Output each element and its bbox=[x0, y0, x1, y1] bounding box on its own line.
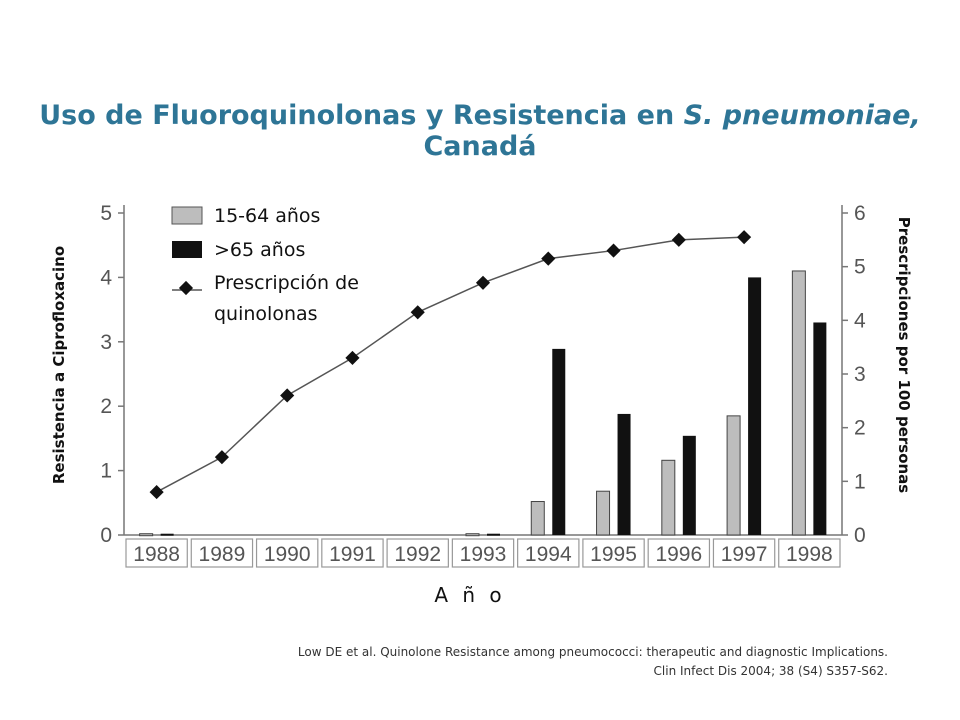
x-tick-label: 1998 bbox=[786, 543, 833, 566]
citation: Low DE et al. Quinolone Resistance among… bbox=[298, 643, 888, 681]
right-tick-label: 3 bbox=[854, 363, 866, 386]
x-tick-box bbox=[125, 538, 188, 568]
prescription-point bbox=[671, 232, 686, 247]
x-tick-label: 1996 bbox=[655, 543, 702, 566]
x-tick-label: 1995 bbox=[590, 543, 637, 566]
x-tick-label: 1993 bbox=[460, 543, 507, 566]
legend: 15-64 años >65 años Prescripción de quin… bbox=[171, 205, 359, 325]
bar-15-64 bbox=[530, 501, 545, 536]
legend-label-prescription-2: quinolonas bbox=[214, 303, 318, 325]
x-tick-box bbox=[517, 538, 580, 568]
slide-title: Uso de Fluoroquinolonas y Resistencia en… bbox=[0, 100, 960, 162]
prescription-point bbox=[149, 484, 164, 500]
bar-65 bbox=[160, 533, 174, 536]
x-tick-label: 1988 bbox=[133, 543, 180, 566]
bar-65 bbox=[552, 348, 566, 535]
legend-diamond-marker bbox=[178, 280, 194, 296]
legend-swatch-15-64 bbox=[171, 206, 203, 225]
x-tick-box bbox=[255, 538, 319, 568]
legend-label-prescription-1: Prescripción de bbox=[214, 272, 359, 294]
x-tick-label: 1989 bbox=[199, 543, 246, 566]
x-tick-label: 1992 bbox=[394, 543, 441, 566]
x-tick-box bbox=[582, 538, 645, 568]
prescription-point bbox=[606, 243, 621, 258]
title-main: Uso de Fluoroquinolonas y Resistencia en bbox=[39, 100, 684, 131]
right-tick-label: 2 bbox=[854, 417, 866, 440]
prescription-point bbox=[214, 450, 229, 465]
x-tick-box bbox=[451, 538, 515, 568]
right-tick-label: 1 bbox=[854, 470, 866, 493]
bar-15-64 bbox=[465, 533, 480, 537]
x-tick-label: 1997 bbox=[721, 543, 768, 566]
prescription-line bbox=[149, 230, 752, 500]
right-tick-label: 5 bbox=[854, 256, 866, 279]
left-tick-label: 1 bbox=[100, 460, 112, 483]
x-tick-box bbox=[321, 538, 384, 568]
x-tick-label: 1994 bbox=[525, 543, 572, 566]
citation-line-2: Clin Infect Dis 2004; 38 (S4) S357-S62. bbox=[653, 664, 888, 678]
bar-15-64 bbox=[596, 490, 611, 536]
legend-label-65: >65 años bbox=[214, 239, 305, 261]
x-tick-box bbox=[190, 538, 254, 568]
left-tick-label: 3 bbox=[100, 331, 112, 354]
right-tick-label: 6 bbox=[854, 202, 866, 225]
x-tick-label: 1991 bbox=[329, 543, 376, 566]
left-axis-ticks: 0 1 2 3 4 5 bbox=[100, 202, 124, 547]
prescription-point bbox=[345, 350, 360, 365]
bar-15-64 bbox=[791, 270, 806, 536]
left-tick-label: 2 bbox=[100, 395, 112, 418]
right-axis-ticks: 0 1 2 3 4 5 6 bbox=[842, 202, 866, 547]
legend-label-15-64: 15-64 años bbox=[214, 205, 320, 227]
bar-65 bbox=[617, 413, 631, 535]
plot-frame bbox=[123, 205, 843, 536]
x-axis-ticks: 1988 1989 1990 1991 1992 1993 1994 1995 1996 1997… bbox=[125, 538, 841, 568]
prescription-point bbox=[737, 230, 752, 245]
x-axis-title: A ñ o bbox=[434, 583, 505, 607]
bars bbox=[139, 270, 827, 537]
bar-65 bbox=[487, 533, 500, 536]
bar-65 bbox=[813, 322, 827, 535]
prescription-point bbox=[541, 251, 556, 266]
x-tick-box bbox=[647, 538, 711, 568]
right-tick-label: 0 bbox=[854, 524, 866, 547]
right-tick-label: 4 bbox=[854, 309, 866, 332]
bar-15-64 bbox=[139, 533, 154, 537]
bar-65 bbox=[748, 277, 762, 535]
bar-15-64 bbox=[726, 415, 741, 536]
x-tick-box bbox=[386, 538, 449, 568]
bar-65 bbox=[682, 435, 696, 535]
prescription-point bbox=[410, 305, 425, 320]
left-tick-label: 4 bbox=[100, 266, 112, 289]
prescription-point bbox=[475, 275, 491, 290]
x-tick-box bbox=[778, 538, 841, 568]
x-tick-label: 1990 bbox=[264, 543, 311, 566]
title-end: Canadá bbox=[423, 131, 537, 162]
left-tick-label: 0 bbox=[100, 524, 112, 547]
bar-15-64 bbox=[661, 459, 676, 536]
prescription-point bbox=[280, 388, 295, 403]
right-axis-title: Prescripciones por 100 personas bbox=[895, 217, 913, 494]
left-tick-label: 5 bbox=[100, 202, 112, 225]
x-tick-box bbox=[712, 538, 776, 568]
left-axis-title: Resistencia a Ciprofloxacino bbox=[50, 246, 68, 484]
prescription-polyline bbox=[156, 236, 745, 493]
legend-swatch-65 bbox=[172, 241, 202, 258]
title-italic: S. pneumoniae, bbox=[683, 100, 921, 131]
citation-line-1: Low DE et al. Quinolone Resistance among… bbox=[297, 645, 888, 659]
